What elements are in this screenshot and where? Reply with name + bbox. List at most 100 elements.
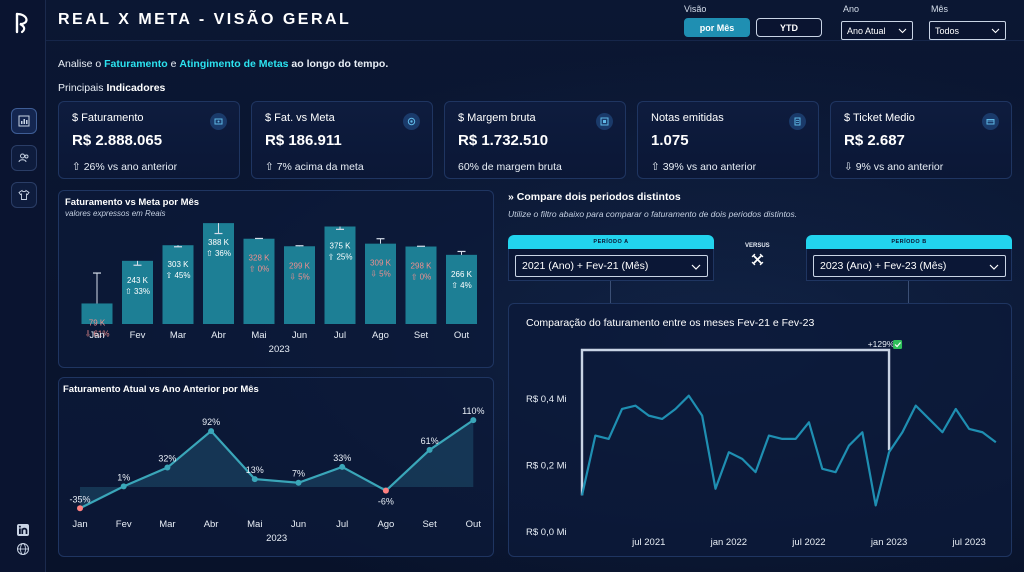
check-badge-icon [893,340,903,349]
intro-mid: e [167,58,180,70]
kpi-value: R$ 2.687 [844,132,905,149]
period-a-dropdown[interactable]: 2021 (Ano) + Fev-21 (Mês) [515,255,708,277]
bar-delta-label: ⇧ 4% [451,281,472,290]
visao-por-mes-button[interactable]: por Mês [684,18,750,37]
kpi-title: $ Margem bruta [458,112,536,124]
indicators-bold: Indicadores [106,82,166,94]
intro-suffix: ao longo do tempo. [288,58,389,70]
kpi-value: R$ 2.888.065 [72,132,163,149]
kpi-title: Notas emitidas [651,112,724,124]
x-axis-title: 2023 [266,533,287,544]
kpi-note: ⇩ 9% vs ano anterior [844,161,944,173]
data-label: 7% [292,469,305,479]
x-tick-label: Ago [377,519,394,530]
money-icon [210,113,227,130]
data-point [295,479,302,486]
kpi-card-notas-emitidas: Notas emitidas 1.075 ⇧ 39% vs ano anteri… [637,101,819,179]
x-tick-label: Ago [372,330,389,341]
mes-label: Mês [931,4,949,14]
bar-value-label: 375 K [330,242,352,251]
intro-highlight-metas: Atingimento de Metas [179,58,289,70]
data-point [339,463,346,470]
yoy-chart-panel [58,377,494,557]
data-label: 1% [117,472,130,482]
ano-value: Ano Atual [847,25,886,36]
data-label: -6% [378,497,394,507]
data-label: 13% [246,465,264,475]
data-label: 32% [158,454,176,464]
x-tick-label: jul 2023 [952,537,986,548]
series-line [79,419,474,510]
bar-delta-label: ⇧ 33% [125,287,150,296]
period-b-header: PERÍODO B [806,235,1012,249]
header-divider [46,40,1024,41]
bar [405,246,437,324]
period-b-connector [908,281,909,303]
chevron-down-icon [989,264,999,270]
period-b-dropdown[interactable]: 2023 (Ano) + Fev-23 (Mês) [813,255,1006,277]
period-b-box [806,249,1012,281]
area-fill [80,420,474,509]
x-tick-label: Mar [159,519,175,530]
data-label: 92% [202,417,220,427]
trend-chart-panel [508,303,1012,557]
ano-dropdown[interactable]: Ano Atual [841,21,913,40]
data-point [470,417,477,424]
bar [81,303,113,324]
x-tick-label: Jun [292,330,307,341]
kpi-title: $ Fat. vs Meta [265,112,335,124]
bar-chart-title: Faturamento vs Meta por Mês [65,197,200,208]
trend-chart-title: Comparação do faturamento entre os meses… [526,317,815,329]
kpi-value: R$ 186.911 [265,132,342,149]
period-a-box [508,249,714,281]
kpi-card-faturamento: $ Faturamento R$ 2.888.065 ⇧ 26% vs ano … [58,101,240,179]
yoy-chart: -35% Jan 1% Fev 32% Mar 92% Abr 13% Mai 7% Jun 33% Ju… [69,406,484,544]
x-tick-label: Jan [89,330,104,341]
comparison-bracket [580,348,891,496]
yoy-chart-title: Faturamento Atual vs Ano Anterior por Mê… [63,384,259,395]
data-point [251,476,258,483]
kpi-card-fat-vs-meta: $ Fat. vs Meta R$ 186.911 ⇧ 7% acima da … [251,101,433,179]
x-tick-label: jan 2023 [870,537,907,548]
x-tick-label: Jan [72,519,87,530]
x-tick-label: Mai [247,519,262,530]
bar-delta-label: ⇩ 5% [370,270,391,279]
data-label: 61% [421,436,439,446]
bar-value-label: 303 K [168,260,190,269]
bar-value-label: 298 K [411,262,433,271]
intro-text: Analise o Faturamento e Atingimento de M… [58,58,388,70]
kpi-value: 1.075 [651,132,689,149]
logo-icon [15,12,28,34]
kpi-title: $ Ticket Medio [844,112,915,124]
check-mark-icon [894,342,902,348]
bar-delta-label: ⇩ 61% [85,329,110,338]
kpi-note: ⇧ 39% vs ano anterior [651,161,757,173]
globe-icon[interactable] [16,542,30,556]
nav-overview-button[interactable] [11,108,37,134]
nav-products-button[interactable] [11,182,37,208]
x-tick-label: Set [414,330,429,341]
kpi-note: ⇧ 7% acima da meta [265,161,364,173]
linkedin-icon[interactable] [16,523,30,537]
data-point [208,428,215,435]
users-icon [18,153,29,163]
x-tick-label: jul 2021 [631,537,665,548]
mes-dropdown[interactable]: Todos [929,21,1006,40]
x-tick-label: jan 2022 [710,537,747,548]
visao-ytd-button[interactable]: YTD [756,18,822,37]
kpi-card-ticket-medio: $ Ticket Medio R$ 2.687 ⇩ 9% vs ano ante… [830,101,1012,179]
bar [365,243,396,324]
nav-clients-button[interactable] [11,145,37,171]
mes-value: Todos [935,25,960,36]
kpi-value: R$ 1.732.510 [458,132,549,149]
target-icon [403,113,420,130]
indicators-heading: Principais Indicadores [58,82,165,94]
bar [203,223,234,324]
bar-chart-subtitle: valores expressos em Reais [65,209,166,218]
x-tick-label: Mar [170,330,186,341]
data-point [164,464,171,471]
bar-value-label: 309 K [370,259,392,268]
bar [162,245,194,324]
swords-icon [751,253,764,266]
sidebar [0,0,46,572]
